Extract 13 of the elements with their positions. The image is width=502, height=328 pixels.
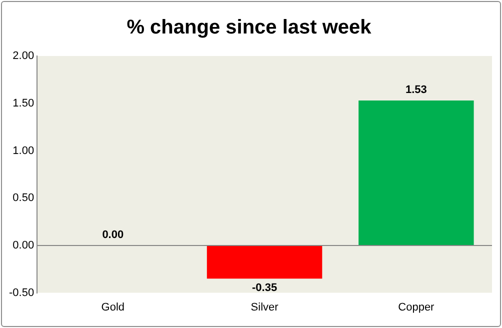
x-tick-label: Copper	[398, 301, 435, 314]
y-tick-label: 0.00	[12, 239, 34, 252]
data-label: 0.00	[102, 228, 124, 241]
data-label: 1.53	[405, 84, 427, 96]
y-tick-label: 2.00	[12, 50, 34, 62]
y-tick-label: 1.00	[12, 144, 34, 157]
chart-title: % change since last week	[126, 16, 372, 39]
x-tick-label: Silver	[250, 301, 279, 314]
y-tick-label: 1.50	[12, 97, 34, 110]
y-tick-label: -0.50	[8, 286, 34, 299]
data-label: -0.35	[252, 282, 278, 294]
y-tick-label: 0.50	[12, 192, 34, 204]
x-tick-label: Gold	[101, 301, 125, 314]
